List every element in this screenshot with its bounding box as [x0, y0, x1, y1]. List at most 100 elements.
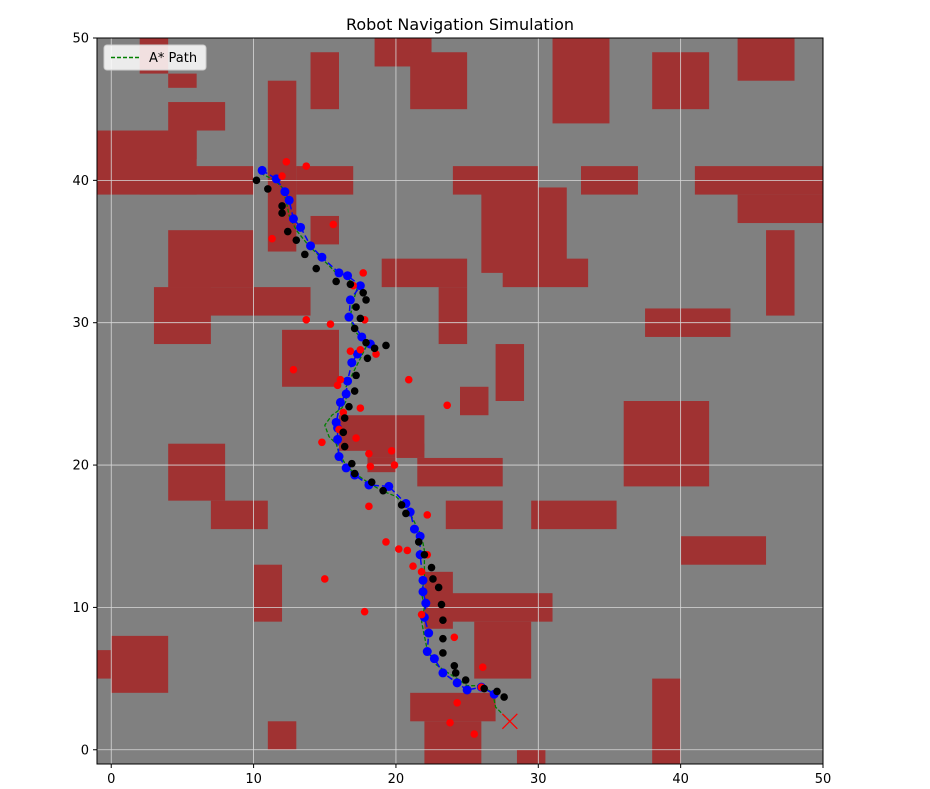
robot-position-point	[278, 202, 286, 210]
measurement-point	[450, 633, 459, 642]
smoothed-path-point	[384, 481, 394, 491]
measurement-point	[326, 320, 335, 328]
obstacle	[737, 38, 795, 81]
measurement-point	[409, 562, 417, 570]
smoothed-path-point	[334, 452, 344, 462]
robot-position-point	[283, 227, 292, 236]
goal-marker-stroke	[501, 713, 518, 730]
y-tick-label: 50	[72, 32, 89, 47]
measurement-point	[417, 568, 426, 576]
robot-position-point	[352, 371, 360, 380]
robot-position-point	[350, 324, 359, 333]
smoothed-path-point	[438, 668, 448, 678]
y-tick-label: 0	[81, 743, 89, 758]
obstacle	[445, 500, 503, 530]
x-tick-label: 50	[815, 772, 832, 787]
robot-position-point	[439, 634, 447, 643]
obstacle	[680, 536, 767, 565]
x-tick-label: 10	[245, 772, 262, 787]
obstacle	[97, 650, 112, 679]
plot-frame	[96, 37, 824, 765]
robot-position-point	[356, 314, 365, 323]
plot-area	[96, 37, 824, 765]
obstacle	[153, 287, 211, 345]
measurement-point	[443, 401, 451, 410]
smoothed-path-point	[421, 598, 431, 608]
robot-position-point	[427, 563, 436, 572]
measurement-point	[394, 545, 403, 553]
robot-position-point	[397, 501, 406, 509]
smoothed-path-point	[334, 268, 344, 278]
obstacle	[410, 52, 468, 110]
obstacle	[168, 73, 197, 88]
robot-position-point	[301, 250, 309, 259]
measurement-point	[278, 172, 286, 180]
smoothed-path-point	[422, 647, 432, 657]
measurement-point	[289, 365, 298, 374]
measurement-point	[366, 462, 375, 471]
robot-position-point	[420, 550, 429, 559]
obstacle	[168, 443, 226, 501]
measurements-layer	[268, 158, 487, 738]
robot-position-point	[480, 684, 489, 693]
obstacle	[267, 80, 297, 252]
measurement-point	[356, 404, 365, 412]
smoothed-path-point	[288, 214, 298, 224]
robot-position-point	[345, 402, 353, 411]
robot-position-point	[439, 616, 447, 625]
smoothed-path-point	[343, 271, 353, 281]
measurement-point	[268, 234, 276, 243]
measurement-point	[478, 663, 487, 671]
obstacle	[210, 500, 268, 530]
robot-position-point	[252, 176, 261, 185]
obstacle	[417, 457, 503, 487]
obstacle	[502, 258, 589, 288]
measurement-point	[404, 375, 413, 384]
smoothed-path-point	[284, 195, 294, 205]
obstacle	[168, 230, 254, 288]
measurement-point	[365, 449, 373, 458]
obstacle	[623, 401, 710, 487]
robot-position-point	[346, 280, 355, 289]
x-tick-label: 0	[107, 772, 115, 787]
robot-position-point	[350, 469, 359, 478]
measurement-point	[372, 350, 380, 358]
smoothed-path-point	[341, 389, 351, 399]
smoothed-path-point	[429, 654, 439, 664]
robot-position-point	[461, 676, 470, 684]
measurement-point	[403, 546, 412, 555]
robot-position-point	[402, 509, 410, 518]
obstacle	[516, 749, 546, 764]
robot-position-point	[379, 486, 387, 495]
chart-title: Robot Navigation Simulation	[346, 15, 574, 34]
robot-position-point	[278, 209, 286, 217]
robot-position-point	[350, 387, 359, 395]
robot-position-point	[362, 338, 370, 347]
obstacle	[253, 564, 283, 622]
robot-position-point	[437, 600, 446, 609]
smoothed-path-point	[341, 463, 351, 473]
measurement-point	[423, 511, 432, 519]
obstacle	[424, 721, 482, 764]
smoothed-path-layer	[257, 165, 499, 699]
measurement-point	[320, 575, 329, 583]
robot-position-point	[348, 459, 356, 468]
y-tick-label: 40	[72, 174, 89, 189]
x-tick-label: 30	[530, 772, 547, 787]
smoothed-path-point	[424, 628, 434, 638]
x-axis: 0 10 20 30 40 50	[107, 764, 831, 787]
robot-position-point	[340, 442, 349, 451]
measurement-point	[352, 434, 360, 442]
smoothed-path-point	[409, 524, 419, 534]
obstacle	[460, 386, 489, 416]
measurement-point	[359, 269, 368, 277]
obstacle	[267, 721, 297, 750]
obstacle	[652, 678, 681, 764]
legend: A* Path	[103, 44, 207, 71]
smoothed-path-point	[335, 397, 345, 407]
obstacle	[310, 215, 339, 245]
measurement-point	[387, 447, 396, 455]
robot-position-point	[500, 693, 508, 701]
obstacle	[766, 230, 795, 316]
